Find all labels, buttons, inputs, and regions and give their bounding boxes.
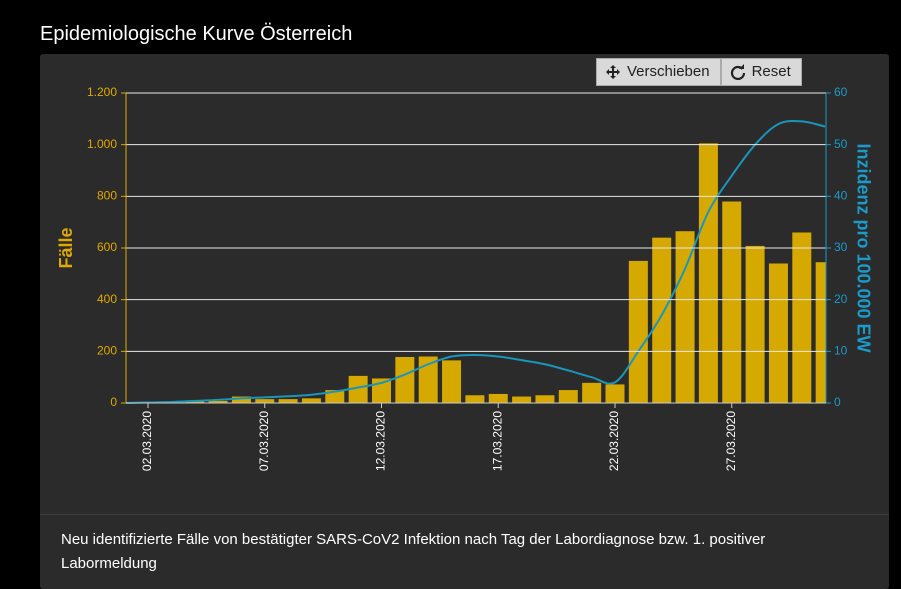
y2-tick-label: 60 xyxy=(834,85,848,99)
bar xyxy=(442,360,462,403)
bar xyxy=(231,396,251,403)
bar xyxy=(395,357,415,403)
y2-tick-label: 0 xyxy=(834,395,841,409)
x-tick-label: 17.03.2020 xyxy=(490,411,504,471)
bar xyxy=(278,399,298,403)
y2-tick-label: 20 xyxy=(834,292,848,306)
x-tick-label: 27.03.2020 xyxy=(724,411,738,471)
bar xyxy=(512,396,532,403)
caption: Neu identifizierte Fälle von bestätigter… xyxy=(61,531,766,572)
reset-button[interactable]: Reset xyxy=(720,58,802,86)
bar xyxy=(488,393,508,403)
reset-icon xyxy=(730,64,745,80)
y2-axis-title: Inzidenz pro 100.000 EW xyxy=(853,143,873,352)
y2-tick-label: 40 xyxy=(834,189,848,203)
bar xyxy=(465,395,485,403)
x-tick-label: 07.03.2020 xyxy=(257,411,271,471)
y-tick-label: 600 xyxy=(97,240,117,254)
toolbar: Verschieben Reset xyxy=(596,58,802,86)
bar xyxy=(255,399,275,403)
y-axis-title: Fälle xyxy=(56,227,76,268)
line xyxy=(126,120,826,404)
bar xyxy=(535,395,555,403)
bar xyxy=(348,375,368,403)
bar xyxy=(745,245,765,403)
bar xyxy=(675,231,695,403)
bar xyxy=(628,260,648,403)
y2-tick-label: 30 xyxy=(834,240,848,254)
bar xyxy=(722,201,742,403)
bar xyxy=(208,400,228,403)
y-tick-label: 1.200 xyxy=(87,85,117,99)
bar xyxy=(582,382,602,403)
bar xyxy=(792,232,812,403)
y-tick-label: 800 xyxy=(97,189,117,203)
pan-button[interactable]: Verschieben xyxy=(596,58,721,86)
bar xyxy=(418,356,438,403)
bar xyxy=(185,400,205,403)
bar xyxy=(698,143,718,403)
bar xyxy=(768,263,788,403)
bar xyxy=(301,398,321,403)
y-tick-label: 0 xyxy=(110,395,117,409)
separator xyxy=(40,514,889,515)
pan-label: Verschieben xyxy=(627,63,710,80)
y2-tick-label: 10 xyxy=(834,344,848,358)
x-tick-label: 12.03.2020 xyxy=(374,411,388,471)
y2-tick-label: 50 xyxy=(834,137,848,151)
bar xyxy=(815,262,826,403)
reset-label: Reset xyxy=(751,63,791,80)
page-title: Epidemiologische Kurve Österreich xyxy=(40,23,353,45)
y-tick-label: 1.000 xyxy=(87,137,117,151)
bar xyxy=(558,390,578,403)
x-tick-label: 02.03.2020 xyxy=(140,411,154,471)
y-tick-label: 400 xyxy=(97,292,117,306)
bar xyxy=(652,237,672,403)
x-tick-label: 22.03.2020 xyxy=(607,411,621,471)
pan-icon xyxy=(606,65,620,79)
bar xyxy=(605,384,625,403)
y-tick-label: 200 xyxy=(97,344,117,358)
